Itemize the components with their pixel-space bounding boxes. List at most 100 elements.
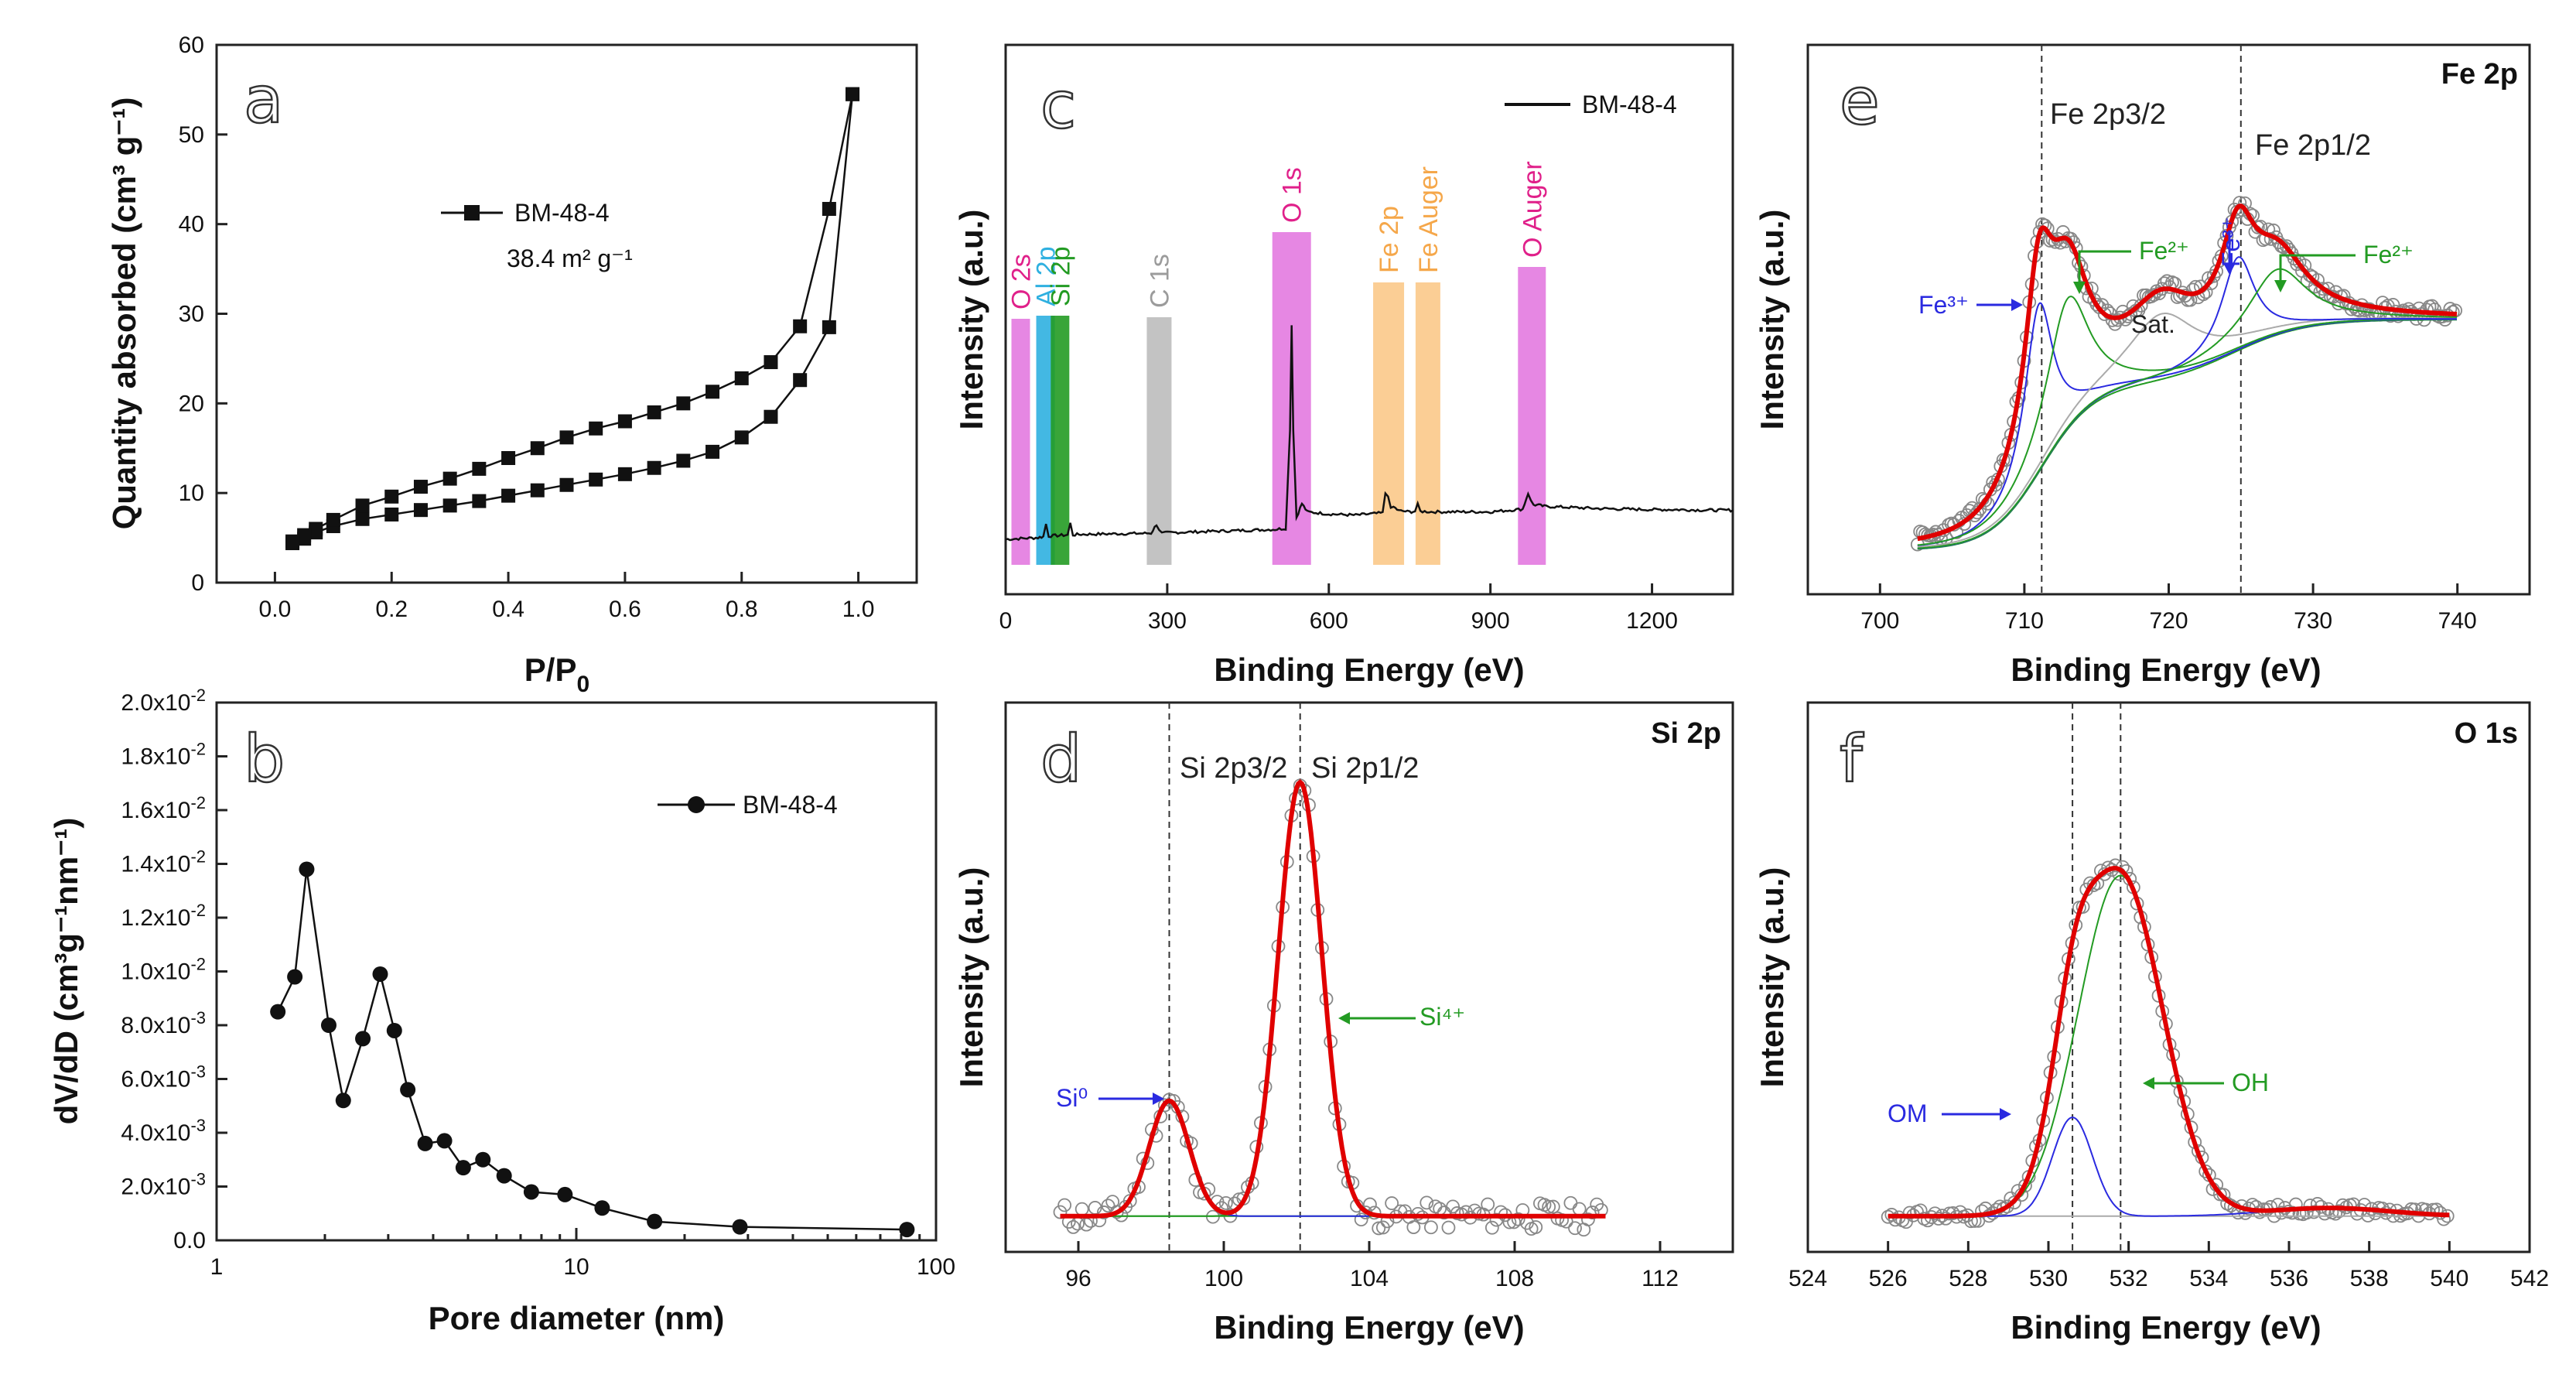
panel-d-raw-point <box>1074 1202 1089 1216</box>
panel-d-raw-point <box>1563 1195 1578 1210</box>
panel-c-band-label: O Auger <box>1518 161 1547 258</box>
panel-f-raw-point <box>2108 858 2123 873</box>
panel-b-data-point <box>355 1031 371 1047</box>
panel-b-ytick-label: 0.0 <box>173 1228 206 1253</box>
panel-c-band-label: O 1s <box>1278 167 1307 223</box>
panel-e: 700 710 720 730 740 e Fe 2p Fe 2p3/2 Fe 2p1/… <box>1754 43 2531 688</box>
panel-a-data-point <box>846 87 860 101</box>
panel-f-xtick-label: 530 <box>2029 1266 2068 1291</box>
panel-f-annotation-oh: OH <box>2232 1069 2269 1096</box>
panel-e-arrowhead-fe3-a <box>2011 299 2023 311</box>
panel-b-data-point <box>475 1151 491 1168</box>
panel-b-data-point <box>299 861 315 877</box>
panel-b-data-point <box>455 1160 471 1176</box>
panel-e-xtick-label: 710 <box>2005 608 2044 634</box>
panel-b-data-point <box>287 969 303 985</box>
panel-f-xtick-label: 524 <box>1789 1266 1827 1291</box>
panel-d-raw-point <box>1218 1195 1233 1210</box>
panel-b-ytick-label: 1.6x10-2 <box>121 793 206 823</box>
panel-a-data-point <box>589 472 603 487</box>
panel-a-data-point <box>355 498 370 513</box>
panel-b-data-point <box>732 1219 748 1235</box>
panel-e-letter: e <box>1840 63 1880 139</box>
panel-a-data-point <box>793 373 808 388</box>
panel-a-data-point <box>617 414 632 429</box>
panel-d-raw-point <box>1511 1212 1525 1226</box>
panel-a-data-point <box>617 467 632 481</box>
panel-a-data-point <box>822 201 836 216</box>
panel-a-series-line <box>292 94 854 542</box>
panel-e-arrowhead-fe2-b <box>2274 280 2287 292</box>
panel-d-raw-point <box>1585 1205 1600 1219</box>
panel-b-ylabel: dV/dD (cm³g⁻¹nm⁻¹) <box>48 818 84 1125</box>
panel-f-xtick-label: 526 <box>1869 1266 1908 1291</box>
panel-d-letter: d <box>1040 721 1081 797</box>
panel-d-raw-point <box>1354 1212 1368 1227</box>
panel-b-data-point <box>436 1133 453 1149</box>
panel-e-arrow-fe2-b <box>2279 254 2356 285</box>
panel-d-ticks: 96 100 104 108 112 <box>1065 1241 1679 1291</box>
panel-b-ytick-label: 1.8x10-2 <box>121 740 206 770</box>
panel-a-data-point <box>530 441 545 456</box>
panel-b-data-point <box>417 1135 433 1151</box>
panel-a-series-line <box>292 94 854 545</box>
panel-d-raw-point <box>1385 1196 1399 1210</box>
panel-a-axes-frame <box>215 43 918 584</box>
panel-b-data-point <box>496 1168 512 1184</box>
panel-f-arrowhead-oh <box>2143 1077 2154 1089</box>
panel-b-data-point <box>400 1082 416 1098</box>
panel-e-raw-point <box>2093 300 2106 315</box>
panel-e-plot <box>1910 45 2462 594</box>
panel-a-ytick-label: 30 <box>179 302 204 327</box>
panel-f-xtick-label: 532 <box>2110 1266 2148 1291</box>
panel-b-ytick-exponent: -2 <box>190 686 206 705</box>
panel-e-background <box>1917 319 2457 550</box>
panel-d-xtick-label: 112 <box>1642 1266 1679 1291</box>
panel-f-xtick-label: 528 <box>1949 1266 1987 1291</box>
panel-b-data-point <box>372 966 388 982</box>
panel-b-ytick-label: 4.0x10-3 <box>121 1116 206 1146</box>
panel-d-axes-frame <box>1004 701 1734 1253</box>
panel-f-xlabel: Binding Energy (eV) <box>2011 1309 2321 1346</box>
panel-e-annotation-fe3-b: Fe³⁺ <box>2217 217 2245 267</box>
panel-c-letter: c <box>1040 67 1076 143</box>
panel-c-ticks: 0 300 600 900 1200 <box>999 583 1678 634</box>
panel-a-data-point <box>793 319 808 333</box>
panel-c-xlabel: Binding Energy (eV) <box>1214 651 1524 688</box>
panel-d: 96 100 104 108 112 d Si 2p Si 2p3/2 Si 2p1/2… <box>953 701 1734 1346</box>
panel-a-data-point <box>705 444 720 459</box>
panel-c-legend: BM-48-4 <box>1505 91 1677 118</box>
panel-c-band <box>1272 232 1311 565</box>
panel-f-ylabel: Intensity (a.u.) <box>1754 867 1790 1088</box>
panel-d-raw-point <box>1424 1220 1438 1235</box>
panel-d-arrowhead-si0 <box>1153 1093 1164 1105</box>
panel-a-data-point <box>764 355 778 370</box>
panel-f-raw-point <box>1902 1205 1917 1220</box>
panel-c-band-label: Si 2p <box>1046 247 1075 307</box>
panel-d-raw-point <box>1542 1199 1556 1214</box>
panel-b-data-point <box>523 1184 539 1200</box>
panel-a-data-point <box>589 421 603 436</box>
panel-a-xlabel-main: P/P <box>524 651 577 688</box>
panel-d-xtick-label: 108 <box>1495 1266 1534 1291</box>
panel-a-ytick-label: 50 <box>179 122 204 148</box>
panel-c-band-label: C 1s <box>1145 254 1174 308</box>
panel-c-band-label: Fe 2p <box>1375 206 1404 273</box>
panel-b-plot <box>270 861 915 1238</box>
panel-c-legend-label: BM-48-4 <box>1582 91 1677 118</box>
panel-d-annotation-si4: Si⁴⁺ <box>1420 1003 1465 1031</box>
panel-c-band-label: Al 2p <box>1032 247 1061 307</box>
panel-d-xtick-label: 100 <box>1204 1266 1243 1291</box>
panel-d-raw-point <box>1441 1220 1456 1235</box>
panel-a-xtick-label: 0.4 <box>492 597 524 622</box>
panel-b-data-point <box>270 1004 286 1020</box>
panel-d-raw-point <box>1066 1220 1081 1234</box>
panel-e-raw-point <box>2303 268 2317 282</box>
panel-b-ytick-label: 1.0x10-2 <box>121 955 206 985</box>
panel-a-data-point <box>530 483 545 498</box>
panel-b-xtick-label: 100 <box>917 1254 955 1280</box>
panel-d-peak-label-1: Si 2p3/2 <box>1180 752 1287 785</box>
panel-a-data-point <box>355 511 370 526</box>
panel-f-raw-point <box>1975 1204 1989 1219</box>
